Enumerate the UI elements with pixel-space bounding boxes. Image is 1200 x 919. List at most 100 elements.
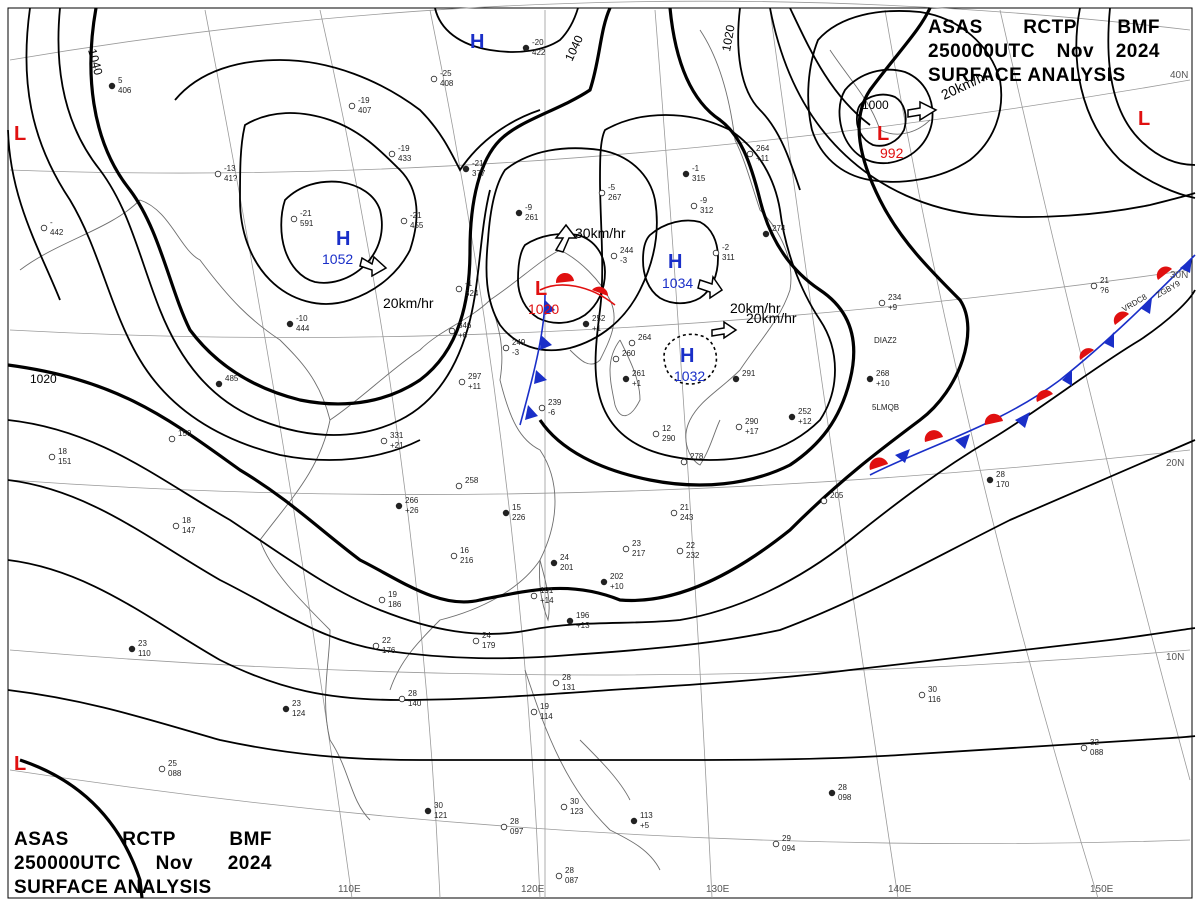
station-marker (515, 209, 523, 217)
station-value-lower: 407 (358, 106, 372, 115)
motion-speed-label: 20km/hr (383, 295, 434, 311)
motion-arrow-icon (907, 100, 938, 122)
station-marker (628, 339, 636, 347)
pressure-centers: H H 1052 H 1034 H 1032 L 1020 L 992 1000… (14, 31, 1150, 775)
station-value-upper: -13 (224, 164, 236, 173)
station-value-lower: 442 (50, 228, 64, 237)
station-marker (712, 249, 720, 257)
title-month: Nov (155, 853, 194, 874)
station-value-upper: 266 (405, 496, 419, 505)
station-marker (610, 252, 618, 260)
station-marker (788, 413, 796, 421)
station-marker (448, 327, 456, 335)
station-value-upper: 21 (1100, 276, 1109, 285)
station-value-lower: 226 (512, 513, 526, 522)
station-value-upper: 28 (510, 817, 519, 826)
station-value-lower: 261 (525, 213, 539, 222)
station-marker (680, 458, 688, 466)
station-value-lower: 201 (560, 563, 574, 572)
station-value-upper: 28 (838, 783, 847, 792)
station-marker (918, 691, 926, 699)
station-value-lower: +21 (390, 441, 404, 450)
station-marker (500, 823, 508, 831)
station-marker (430, 75, 438, 83)
station-marker (282, 705, 290, 713)
station-value-upper: 32 (1090, 738, 1099, 747)
station-marker (670, 509, 678, 517)
station-value-upper: 264 (756, 144, 770, 153)
station-marker (462, 165, 470, 173)
station-marker (552, 679, 560, 687)
station-value-upper: 29 (782, 834, 791, 843)
high-center-letter: H (668, 251, 682, 273)
station-value-lower: +26 (405, 506, 419, 515)
station-marker (828, 789, 836, 797)
station-marker (630, 817, 638, 825)
longitude-label: 110E (338, 884, 361, 895)
station-value-lower: +9 (888, 303, 898, 312)
low-center-value: 992 (880, 145, 904, 161)
station-value-upper: -1 (465, 279, 473, 288)
station-value-upper: 28 (562, 673, 571, 682)
station-marker (472, 637, 480, 645)
station-marker (772, 840, 780, 848)
station-value-upper: 16 (460, 546, 469, 555)
station-value-lower: 312 (700, 206, 714, 215)
station-marker (652, 430, 660, 438)
isobar-label: 1040 (85, 47, 106, 77)
title-time: 250000UTC (14, 853, 121, 874)
station-marker (538, 404, 546, 412)
motion-speed-label: 20km/hr (746, 310, 797, 326)
station-marker (502, 344, 510, 352)
motion-arrow-icon (554, 223, 578, 253)
longitude-label: 130E (706, 884, 730, 895)
motion-arrow-icon (711, 320, 738, 340)
title-year: 2024 (1115, 41, 1160, 62)
low-center-letter: L (1138, 108, 1150, 130)
latitude-label: 30N (1170, 270, 1188, 281)
station-value-lower: +10 (610, 582, 624, 591)
station-marker (598, 189, 606, 197)
station-marker (455, 482, 463, 490)
station-value-upper: 274 (772, 224, 786, 233)
station-marker (348, 102, 356, 110)
station-value-upper: 234 (888, 293, 902, 302)
station-value-lower: 408 (440, 79, 454, 88)
station-value-lower: +10 (876, 379, 890, 388)
station-value-upper: - (50, 218, 53, 227)
station-marker (566, 617, 574, 625)
station-marker (424, 807, 432, 815)
station-value-lower: 444 (296, 324, 310, 333)
station-value-upper: 23 (138, 639, 147, 648)
station-value-lower: 377 (472, 169, 486, 178)
station-value-lower: 311 (722, 253, 735, 262)
station-value-upper: 22 (382, 636, 391, 645)
grid-labels: 110E 120E 130E 140E 150E 40N 30N 20N 10N (338, 70, 1188, 895)
station-value-lower: +17 (745, 427, 759, 436)
station-marker (1090, 282, 1098, 290)
station-marker (108, 82, 116, 90)
station-value-lower: 433 (398, 154, 412, 163)
station-value-upper: -9 (700, 196, 708, 205)
station-value-upper: 485 (225, 374, 239, 383)
station-marker (388, 150, 396, 158)
motion-speed-label: 20km/hr (730, 300, 781, 316)
station-value-upper: 291 (742, 369, 756, 378)
station-marker (395, 502, 403, 510)
station-value-lower: 324 (465, 289, 479, 298)
station-value-lower: +5 (640, 821, 650, 830)
station-value-lower: 216 (460, 556, 474, 565)
station-marker (168, 435, 176, 443)
station-value-lower: 097 (510, 827, 524, 836)
station-marker (158, 765, 166, 773)
station-value-upper: 15 (512, 503, 521, 512)
station-marker (400, 217, 408, 225)
station-marker (600, 578, 608, 586)
station-value-lower: 179 (482, 641, 496, 650)
station-value-upper: -9 (525, 203, 533, 212)
station-value-upper: 150 (178, 429, 192, 438)
station-value-upper: 30 (434, 801, 443, 810)
station-value-upper: 23 (632, 539, 641, 548)
station-marker (560, 803, 568, 811)
station-value-lower: +11 (468, 382, 482, 391)
